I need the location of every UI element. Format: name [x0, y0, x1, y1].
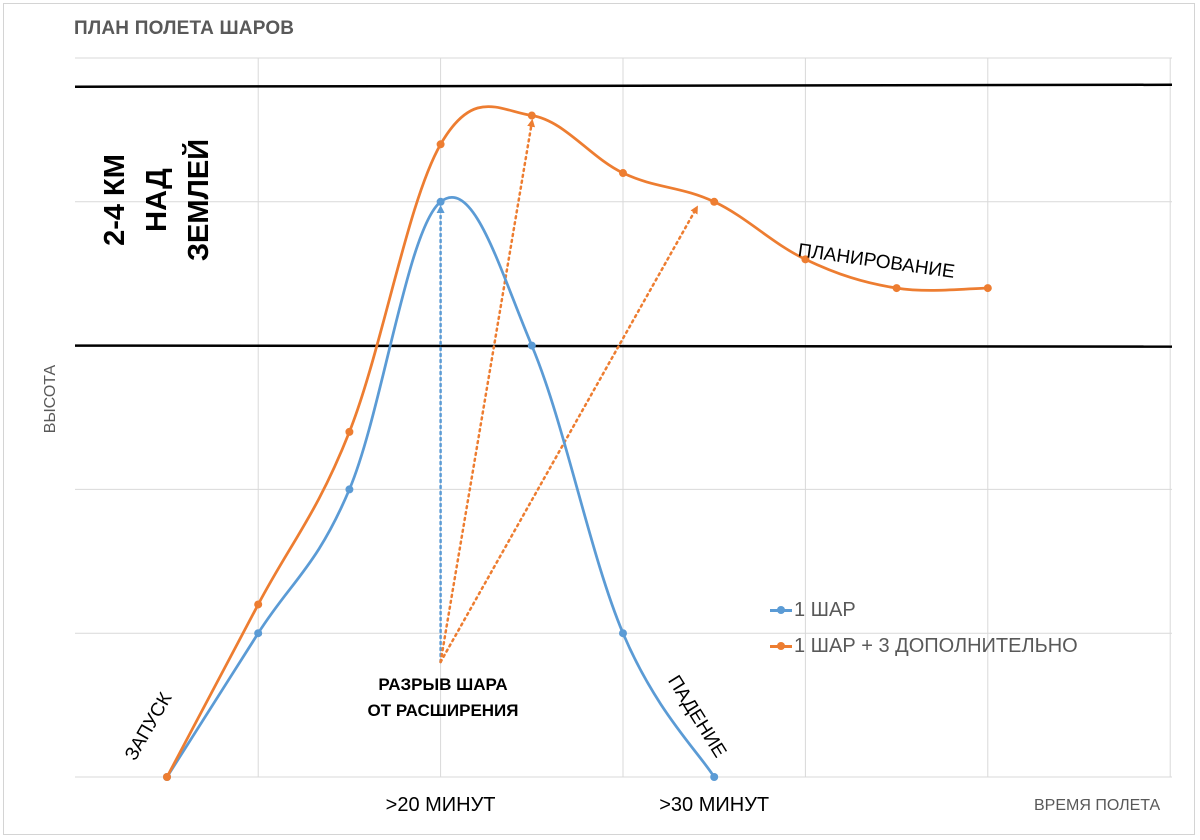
legend: 1 ШАР 1 ШАР + 3 ДОПОЛНИТЕЛЬНО — [770, 592, 1078, 664]
legend-item-series-2: 1 ШАР + 3 ДОПОЛНИТЕЛЬНО — [770, 628, 1078, 664]
legend-item-series-1: 1 ШАР — [770, 592, 1078, 628]
legend-label-series-2: 1 ШАР + 3 ДОПОЛНИТЕЛЬНО — [794, 634, 1078, 657]
series-lines — [163, 105, 992, 781]
legend-swatch-series-2 — [770, 637, 792, 655]
altitude-band-label: 2-4 КМ НАД ЗЕМЛЕЙ — [99, 135, 235, 265]
burst-arrow-3 — [439, 205, 698, 664]
series-2-point — [254, 600, 263, 609]
burst-label-line-2: ОТ РАСШИРЕНИЯ — [367, 701, 519, 720]
series-1-point — [436, 197, 445, 206]
series-2-point — [527, 111, 536, 120]
series-2-point — [619, 169, 627, 178]
series-1-point — [619, 629, 627, 638]
burst-arrow-2 — [439, 118, 536, 664]
altitude-band-line-2: НАД — [141, 168, 173, 232]
series-1-point — [254, 629, 263, 638]
x-tick-label: >20 МИНУТ — [386, 794, 496, 816]
reference-line-1 — [74, 83, 1173, 89]
chart-frame — [3, 3, 1195, 835]
series-1-point — [527, 341, 536, 350]
x-tick-labels: >20 МИНУТ >30 МИНУТ — [386, 794, 769, 816]
series-2-point — [892, 284, 901, 293]
x-tick-label: >30 МИНУТ — [659, 794, 769, 816]
series-2-point — [163, 773, 171, 781]
y-axis-label: ВЫСОТА — [42, 364, 59, 434]
altitude-band-line-1: 2-4 КМ — [99, 154, 131, 246]
reference-line-2 — [74, 344, 1173, 348]
burst-label: РАЗРЫВ ШАРА ОТ РАСШИРЕНИЯ — [350, 672, 536, 724]
legend-label-series-1: 1 ШАР — [794, 598, 856, 621]
series-2-point — [983, 284, 992, 293]
series-2-point — [345, 427, 354, 436]
burst-label-line-1: РАЗРЫВ ШАРА — [378, 675, 508, 694]
series-1-point — [345, 485, 354, 494]
series-2-point — [710, 197, 719, 206]
reference-lines — [74, 83, 1173, 348]
altitude-band-line-3: ЗЕМЛЕЙ — [183, 138, 215, 262]
chart-title: ПЛАН ПОЛЕТА ШАРОВ — [74, 18, 295, 39]
series-line-2 — [165, 105, 988, 778]
series-2-point — [436, 140, 445, 149]
x-axis-label: ВРЕМЯ ПОЛЕТА — [1034, 797, 1161, 814]
burst-arrows — [436, 118, 698, 664]
grid — [75, 57, 1172, 778]
series-1-point — [710, 773, 719, 781]
legend-swatch-series-1 — [770, 601, 792, 619]
series-2-point — [801, 255, 810, 264]
